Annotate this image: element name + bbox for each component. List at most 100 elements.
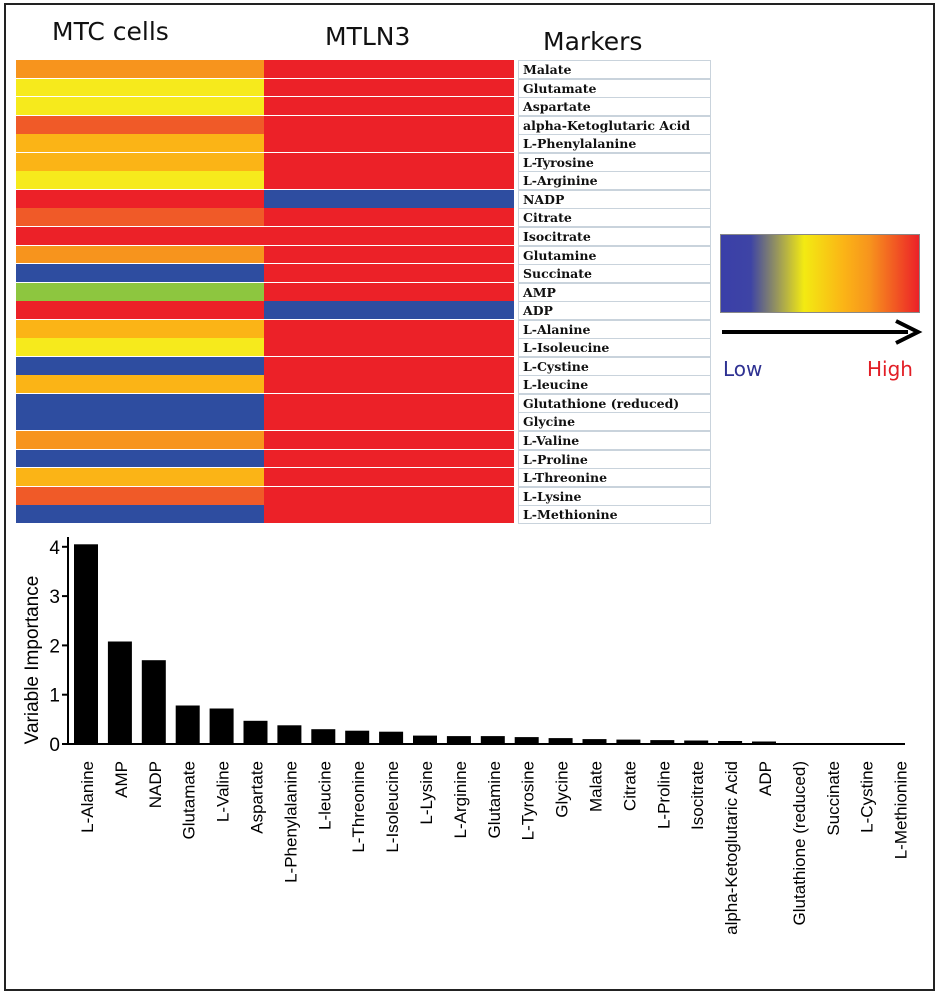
- marker-label: Glutathione (reduced): [518, 393, 711, 413]
- x-tick-label: Aspartate: [248, 761, 267, 834]
- marker-label: L-Tyrosine: [518, 152, 711, 172]
- heatmap-cell-mtc: [16, 393, 264, 412]
- color-scale-legend: [720, 234, 920, 313]
- x-tick-label: NADP: [146, 761, 165, 808]
- heatmap: MTC cells MTLN3 Markers Malate Glutamate A…: [16, 17, 923, 525]
- heatmap-cell-mtc: [16, 264, 264, 282]
- x-tick-label: L-leucine: [315, 761, 334, 830]
- heatmap-cell-mtc: [16, 115, 264, 134]
- bar: [107, 641, 132, 744]
- heatmap-cell-mtc: [16, 412, 264, 431]
- heatmap-cell-mtc: [16, 375, 264, 394]
- low-to-high-arrow-icon: [722, 319, 923, 345]
- heatmap-cell-mtln3: [264, 431, 514, 449]
- bars-group: [74, 544, 776, 744]
- bar: [684, 740, 709, 744]
- heatmap-cell-mtln3: [264, 134, 514, 153]
- heatmap-cell-mtln3: [264, 78, 514, 97]
- bar: [74, 544, 98, 744]
- heatmap-cell-mtc: [16, 189, 264, 208]
- marker-label: ADP: [518, 301, 711, 321]
- heatmap-cell-mtc: [16, 319, 264, 338]
- x-tick-label: Malate: [587, 761, 606, 812]
- marker-label: L-Phenylalanine: [518, 134, 711, 154]
- x-tick-label: Citrate: [620, 761, 639, 811]
- y-tick-label: 1: [49, 686, 60, 707]
- x-tick-label: L-Valine: [214, 761, 233, 822]
- bar: [141, 660, 166, 744]
- y-tick-label: 2: [49, 636, 60, 657]
- x-tick-label: alpha-Ketoglutaric Acid: [722, 761, 741, 935]
- x-tick-label: ADP: [756, 761, 775, 796]
- heatmap-cell-mtc: [16, 431, 264, 449]
- marker-label: L-Alanine: [518, 319, 711, 339]
- y-tick-label: 4: [49, 538, 60, 559]
- bar: [413, 735, 437, 744]
- heatmap-cell-mtln3: [264, 97, 514, 116]
- y-tick-label: 0: [49, 735, 60, 756]
- heatmap-cell-mtln3: [264, 468, 514, 487]
- marker-label: L-leucine: [518, 375, 711, 395]
- heatmap-cell-mtc: [16, 208, 264, 227]
- heatmap-cell-mtc: [16, 60, 264, 78]
- heatmap-cell-mtln3: [264, 319, 514, 338]
- bar: [175, 705, 200, 744]
- bar: [480, 736, 505, 744]
- x-tick-label: Glutamine: [485, 761, 504, 838]
- heatmap-cell-mtln3: [264, 282, 514, 301]
- heatmap-cell-mtln3: [264, 245, 514, 264]
- bar: [379, 731, 404, 744]
- heatmap-cell-mtln3: [264, 486, 514, 505]
- heatmap-cell-mtln3: [264, 301, 514, 320]
- heatmap-cell-mtln3: [264, 375, 514, 394]
- bar: [650, 740, 675, 744]
- bar: [311, 729, 336, 744]
- bar: [616, 739, 641, 744]
- heatmap-cell-mtc: [16, 245, 264, 264]
- heatmap-cell-mtc: [16, 97, 264, 116]
- heatmap-cell-mtln3: [264, 60, 514, 78]
- marker-label: L-Isoleucine: [518, 338, 711, 358]
- heatmap-cell-mtc: [16, 505, 264, 524]
- marker-label: Succinate: [518, 264, 711, 284]
- y-axis-label: Variable Importance: [22, 576, 43, 745]
- marker-label: Isocitrate: [518, 226, 711, 246]
- heatmap-cell-mtc: [16, 282, 264, 301]
- heatmap-cell-mtc: [16, 449, 264, 468]
- x-ticks-group: L-Alanine AMP NADP Glutamate L-Valine Asparta…: [78, 761, 911, 935]
- x-tick-label: L-Cystine: [858, 761, 877, 833]
- bar: [345, 730, 370, 744]
- heatmap-cell-mtln3: [264, 412, 514, 431]
- marker-label: L-Arginine: [518, 171, 711, 191]
- bar: [446, 736, 471, 744]
- mtc-cells-header: MTC cells: [52, 17, 169, 46]
- marker-label: Glycine: [518, 412, 711, 432]
- heatmap-cell-mtln3: [264, 226, 514, 245]
- legend-high-label: High: [867, 357, 913, 381]
- marker-label: Citrate: [518, 208, 711, 228]
- marker-label: L-Lysine: [518, 486, 711, 506]
- heatmap-cell-mtln3: [264, 264, 514, 282]
- heatmap-cell-mtc: [16, 78, 264, 97]
- bar: [582, 739, 607, 744]
- x-tick-label: L-Proline: [654, 761, 673, 829]
- bar: [752, 741, 776, 744]
- marker-label: Aspartate: [518, 97, 711, 117]
- marker-label: Malate: [518, 60, 711, 80]
- y-ticks-group: 0 1 2 3 4: [49, 538, 68, 756]
- x-tick-label: Glutamate: [180, 761, 199, 839]
- heatmap-cell-mtln3: [264, 171, 514, 190]
- marker-label: NADP: [518, 189, 711, 209]
- marker-label: Glutamate: [518, 78, 711, 98]
- heatmap-cell-mtc: [16, 338, 264, 357]
- marker-label: AMP: [518, 282, 711, 302]
- x-tick-label: Isocitrate: [688, 761, 707, 830]
- legend-low-label: Low: [723, 357, 763, 381]
- heatmap-cell-mtln3: [264, 338, 514, 357]
- marker-label: L-Cystine: [518, 356, 711, 376]
- x-tick-label: L-Lysine: [417, 761, 436, 825]
- bar: [548, 738, 573, 744]
- heatmap-cell-mtln3: [264, 393, 514, 412]
- markers-header: Markers: [543, 27, 643, 56]
- heatmap-cell-mtln3: [264, 449, 514, 468]
